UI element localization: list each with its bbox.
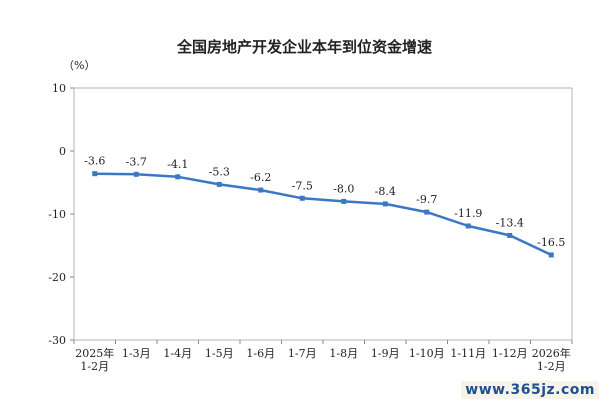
data-point (465, 223, 471, 229)
data-label: -9.7 (416, 193, 437, 206)
x-tick-label: 1-11月 (450, 347, 486, 360)
data-label: -6.2 (250, 171, 271, 184)
y-tick-label: -20 (48, 271, 66, 284)
data-point (341, 198, 347, 204)
x-tick-label: 1-5月 (205, 347, 234, 360)
data-label: -11.9 (454, 207, 482, 220)
x-tick-label: 1-6月 (246, 347, 275, 360)
data-label: -5.3 (209, 165, 230, 178)
x-tick-label: 1-9月 (371, 347, 400, 360)
x-tick-label: 1-12月 (492, 347, 528, 360)
chart-title: 全国房地产开发企业本年到位资金增速 (176, 38, 432, 56)
y-axis-unit: （%） (63, 59, 96, 72)
watermark: www.365jz.com (461, 381, 599, 399)
data-label: -13.4 (496, 216, 524, 229)
data-point (382, 201, 388, 207)
x-tick-label: 2025年 1-2月 (75, 346, 114, 373)
y-tick-label: 10 (52, 82, 66, 95)
data-point (92, 171, 98, 177)
data-label: -7.5 (292, 179, 313, 192)
plot-frame (73, 87, 573, 341)
x-tick-label: 1-7月 (288, 347, 317, 360)
data-point (507, 232, 513, 238)
data-point (175, 174, 181, 180)
x-tick-label: 1-3月 (122, 347, 151, 360)
data-label: -8.4 (375, 185, 396, 198)
data-point (299, 195, 305, 201)
y-tick-label: -10 (48, 208, 66, 221)
x-tick-label: 2026年 1-2月 (532, 346, 571, 373)
data-point (216, 181, 222, 187)
x-tick-label: 1-8月 (329, 347, 358, 360)
x-tick-label: 1-10月 (409, 347, 445, 360)
data-label: -4.1 (167, 158, 188, 171)
data-label: -16.5 (537, 236, 565, 249)
data-point (133, 171, 139, 177)
data-point (548, 252, 554, 258)
y-tick-label: 0 (59, 145, 66, 158)
data-label: -8.0 (333, 182, 354, 195)
data-point (424, 209, 430, 215)
y-tick-label: -30 (48, 334, 66, 347)
series-line (94, 172, 552, 257)
data-label: -3.6 (84, 155, 105, 168)
data-point (258, 187, 264, 193)
data-label: -3.7 (126, 155, 147, 168)
x-tick-label: 1-4月 (163, 347, 192, 360)
